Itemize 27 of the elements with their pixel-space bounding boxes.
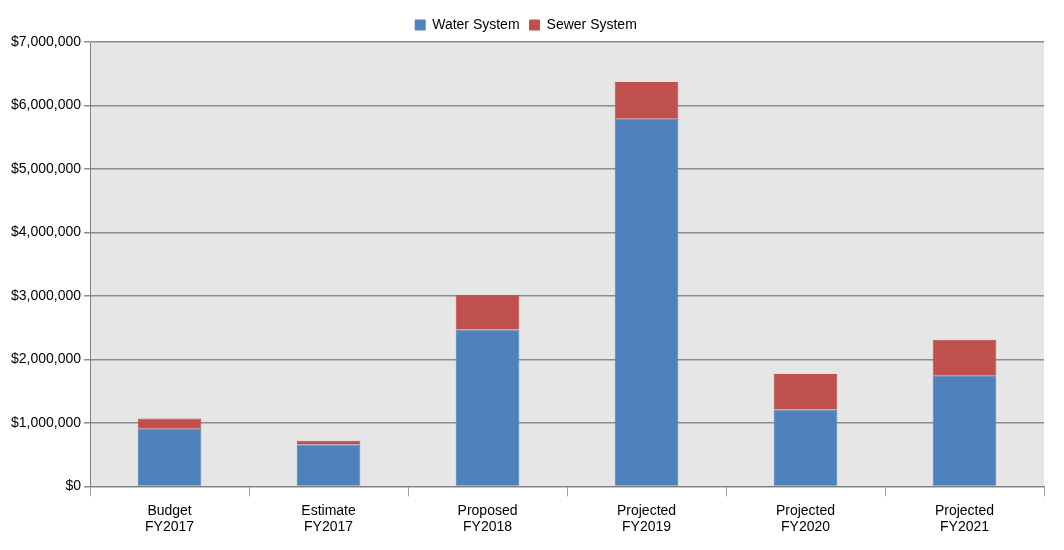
bar xyxy=(773,374,838,410)
y-tick-label: $4,000,000 xyxy=(10,223,82,240)
bar xyxy=(455,294,520,330)
bar xyxy=(137,428,202,486)
x-tick-label: Projected FY2021 xyxy=(934,501,995,535)
bar xyxy=(455,329,520,486)
x-tick-label: Projected FY2019 xyxy=(616,501,677,535)
y-tick-label: $5,000,000 xyxy=(10,159,82,176)
bar xyxy=(932,339,997,376)
y-tick-label: $0 xyxy=(65,477,82,494)
x-tick-label: Budget FY2017 xyxy=(145,501,195,535)
x-tick-label: Estimate FY2017 xyxy=(301,501,356,535)
bar xyxy=(773,409,838,486)
bar xyxy=(614,82,679,119)
bar xyxy=(296,444,361,486)
y-tick-label: $3,000,000 xyxy=(10,286,82,303)
y-tick-label: $6,000,000 xyxy=(10,96,82,113)
x-tick-label: Projected FY2020 xyxy=(775,501,836,535)
y-tick-label: $1,000,000 xyxy=(10,413,82,430)
bar xyxy=(137,418,202,429)
legend-label: Sewer System xyxy=(546,15,637,32)
y-tick-label: $7,000,000 xyxy=(10,32,82,49)
bar xyxy=(614,118,679,486)
bar xyxy=(932,375,997,486)
legend-label: Water System xyxy=(432,15,520,32)
x-tick-label: Proposed FY2018 xyxy=(457,501,518,535)
y-tick-label: $2,000,000 xyxy=(10,350,82,367)
